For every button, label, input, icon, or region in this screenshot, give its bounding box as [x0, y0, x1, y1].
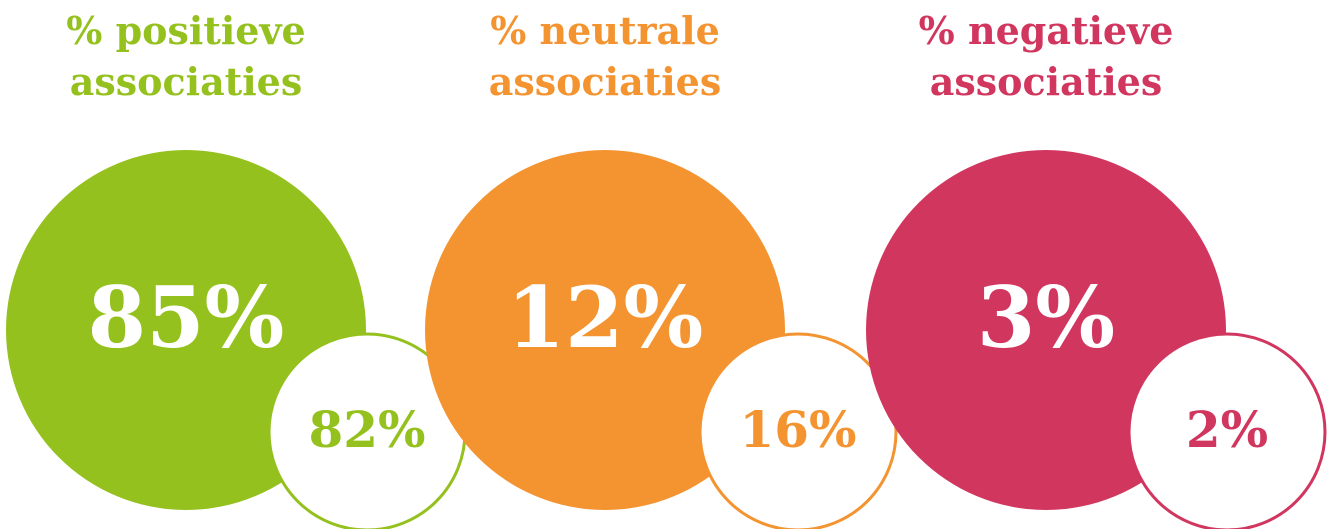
secondary-value: 82%	[308, 400, 425, 459]
secondary-circle	[698, 332, 898, 529]
group-title: associaties	[70, 59, 303, 104]
secondary-value: 16%	[739, 400, 856, 459]
secondary-value: 2%	[1186, 400, 1268, 459]
main-value: 85%	[88, 268, 285, 367]
group-title: % positieve	[66, 8, 306, 53]
group-title: associaties	[489, 59, 722, 104]
group-title: % negatieve	[919, 8, 1174, 53]
group-title: associaties	[930, 59, 1163, 104]
secondary-circle	[1127, 332, 1327, 529]
main-value: 3%	[977, 268, 1115, 367]
main-value: 12%	[507, 268, 704, 367]
main-circle	[425, 150, 785, 510]
group-title: % neutrale	[490, 8, 720, 53]
